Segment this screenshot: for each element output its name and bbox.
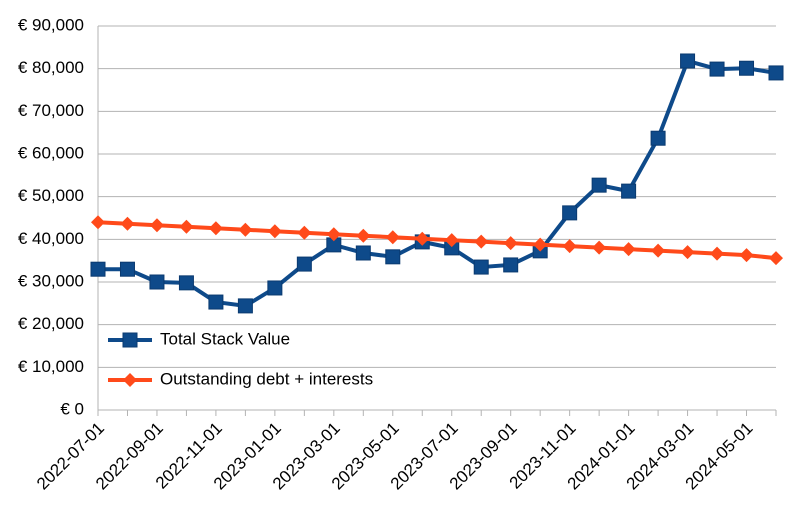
point: [149, 274, 165, 290]
y-tick-label: € 60,000: [18, 143, 84, 162]
point: [650, 130, 666, 146]
y-tick-label: € 20,000: [18, 314, 84, 333]
point: [709, 61, 725, 77]
point: [123, 373, 137, 387]
point: [208, 294, 224, 310]
point: [473, 259, 489, 275]
point: [651, 243, 666, 258]
point: [474, 234, 489, 249]
series: [91, 215, 783, 266]
y-tick-label: € 10,000: [18, 357, 84, 376]
legend-label: Outstanding debt + interests: [160, 369, 373, 388]
point: [238, 222, 253, 237]
point: [355, 245, 371, 261]
point: [769, 251, 783, 266]
point: [739, 248, 754, 263]
point: [119, 261, 135, 277]
point: [385, 230, 400, 245]
point: [562, 205, 578, 221]
y-tick-label: € 0: [60, 399, 84, 418]
point: [680, 53, 696, 69]
point: [591, 177, 607, 193]
point: [385, 249, 401, 265]
series-line: [98, 58, 777, 308]
point: [710, 246, 725, 261]
point: [90, 261, 106, 277]
point: [267, 280, 283, 296]
legend-label: Total Stack Value: [160, 329, 290, 348]
point: [178, 275, 194, 291]
point: [533, 237, 548, 252]
y-tick-label: € 90,000: [18, 15, 84, 34]
point: [444, 233, 459, 248]
point: [326, 227, 341, 242]
point: [680, 245, 695, 260]
y-tick-label: € 70,000: [18, 101, 84, 120]
point: [768, 65, 784, 81]
point: [91, 215, 105, 230]
point: [120, 216, 135, 231]
point: [503, 257, 519, 273]
point: [503, 236, 518, 251]
point: [356, 228, 371, 243]
point: [237, 298, 253, 314]
point: [415, 231, 430, 246]
y-tick-label: € 40,000: [18, 229, 84, 248]
point: [621, 183, 637, 199]
point: [296, 256, 312, 272]
y-tick-label: € 80,000: [18, 58, 84, 77]
point: [739, 60, 755, 76]
point: [122, 332, 138, 348]
y-tick-label: € 50,000: [18, 186, 84, 205]
point: [208, 221, 223, 236]
y-tick-label: € 30,000: [18, 271, 84, 290]
point: [592, 240, 607, 255]
point: [267, 224, 282, 239]
series: [90, 53, 784, 314]
series-line: [97, 220, 777, 261]
point: [562, 239, 577, 254]
point: [179, 219, 194, 234]
point: [621, 242, 636, 257]
point: [149, 218, 164, 233]
point: [297, 225, 312, 240]
